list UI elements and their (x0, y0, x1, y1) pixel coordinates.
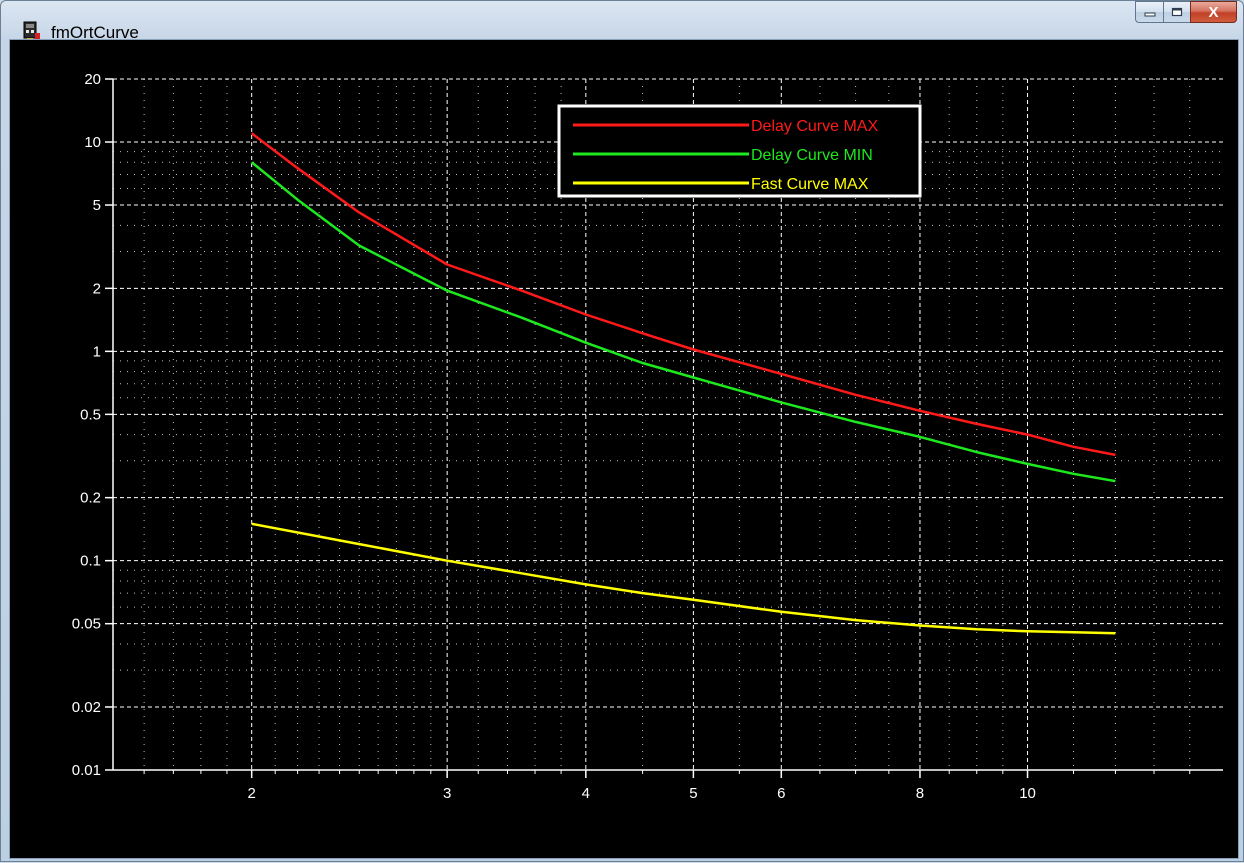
series-line-2 (251, 522, 1116, 635)
x-tick-label: 5 (689, 785, 697, 802)
legend-box (557, 104, 922, 198)
chart: 0.01 0.02 0.05 0.1 0.2 0.5 1 2 5 10 20 2 3 4 5 6 8 10 Del… (72, 71, 1223, 802)
minimize-icon (1144, 12, 1155, 17)
y-tick-label: 0.01 (72, 762, 101, 779)
window-title: fmOrtCurve (51, 23, 139, 42)
legend: Delay Curve MAX Delay Curve MIN Fast Curve… (557, 104, 922, 198)
legend-label-2: Fast Curve MAX (751, 176, 869, 193)
legend-label-1: Delay Curve MIN (751, 147, 873, 164)
x-tick-label: 6 (777, 785, 785, 802)
y-tick-label: 1 (93, 343, 101, 360)
y-tick-label: 20 (84, 71, 101, 88)
y-tick-label: 0.05 (72, 616, 101, 633)
legend-label-0: Delay Curve MAX (751, 118, 878, 135)
y-tick-label: 2 (93, 280, 101, 297)
x-tick-label: 8 (916, 785, 924, 802)
maximize-button[interactable] (1163, 1, 1190, 23)
y-tick-label: 0.5 (80, 406, 101, 423)
grid-major (113, 78, 1223, 771)
series-line-1 (250, 161, 1116, 483)
y-tick-label: 10 (84, 134, 101, 151)
close-button[interactable]: X (1190, 1, 1237, 23)
x-tick-label: 3 (443, 785, 451, 802)
y-tick-label: 5 (93, 197, 101, 214)
y-tick-label: 0.1 (80, 553, 101, 570)
series-line-0 (250, 132, 1116, 457)
minimize-button[interactable] (1135, 1, 1163, 23)
close-icon: X (1208, 3, 1219, 21)
x-tick-label: 2 (248, 785, 256, 802)
y-tick-label: 0.02 (72, 699, 101, 716)
caption-buttons: X (1135, 1, 1237, 23)
maximize-icon (1171, 7, 1183, 17)
title-bar[interactable]: fmOrtCurve X (1, 1, 1243, 42)
x-tick-label: 10 (1019, 785, 1036, 802)
chart-area: 0.01 0.02 0.05 0.1 0.2 0.5 1 2 5 10 20 2 3 4 5 6 8 10 Del… (9, 39, 1239, 859)
series-layer (250, 132, 1116, 635)
x-tick-label: 4 (582, 785, 590, 802)
y-tick-label: 0.2 (80, 490, 101, 507)
axes: 0.01 0.02 0.05 0.1 0.2 0.5 1 2 5 10 20 2 3 4 5 6 8 10 (72, 71, 1223, 802)
